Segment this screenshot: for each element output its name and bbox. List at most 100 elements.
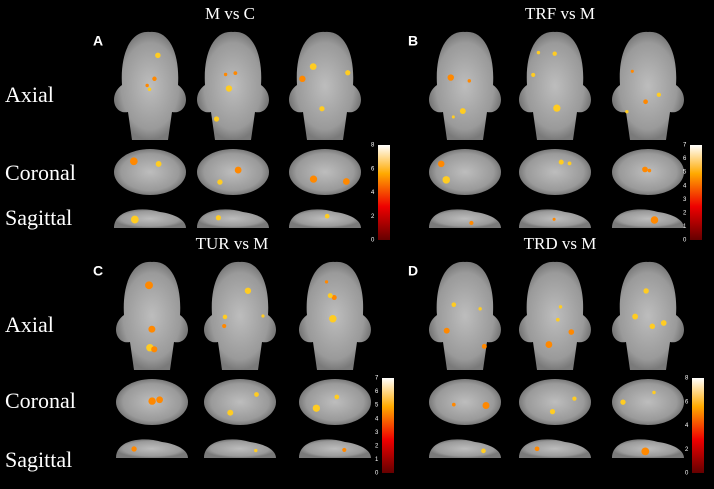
panel-title: TUR vs M <box>196 234 269 253</box>
colorbar-tick-label: 2 <box>685 447 689 453</box>
axial-slice <box>612 261 684 370</box>
activation-spot <box>151 346 158 353</box>
axial-slice <box>429 261 501 370</box>
axial-slice <box>429 31 501 141</box>
activation-spot <box>478 307 482 311</box>
activation-spot <box>481 448 486 454</box>
activation-spot <box>145 83 149 88</box>
row-label: Sagittal <box>5 205 72 230</box>
activation-spot <box>650 216 659 224</box>
coronal-slice <box>519 379 591 425</box>
coronal-slice <box>197 149 269 195</box>
activation-spot <box>558 159 564 165</box>
colorbar-tick-label: 5 <box>683 170 687 176</box>
activation-spot <box>531 72 536 77</box>
sagittal-slice <box>116 439 188 458</box>
colorbar-tick-label: 6 <box>375 389 379 395</box>
activation-spot <box>342 447 347 453</box>
colorbar <box>378 145 390 240</box>
activation-spot <box>222 314 228 320</box>
activation-spot <box>552 51 557 56</box>
sagittal-slice <box>519 439 591 458</box>
activation-spot <box>556 317 560 322</box>
coronal-slice <box>114 149 186 195</box>
colorbar-tick-label: 0 <box>683 238 687 244</box>
activation-spot <box>129 157 138 166</box>
colorbar-tick-label: 5 <box>375 403 379 409</box>
activation-spot <box>641 447 650 456</box>
coronal-slice <box>612 379 684 425</box>
colorbar-tick-label: 8 <box>685 376 689 382</box>
sagittal-slice <box>289 209 361 228</box>
activation-spot <box>451 115 455 119</box>
activation-spot <box>327 293 333 299</box>
axial-slice <box>519 31 591 141</box>
row-label: Sagittal <box>5 447 72 472</box>
colorbar-tick-label: 0 <box>371 238 375 244</box>
axial-slice <box>612 31 684 141</box>
sagittal-slice <box>612 209 684 228</box>
activation-spot <box>620 399 626 405</box>
activation-spot <box>131 446 137 452</box>
colorbar-tick-label: 7 <box>683 143 687 149</box>
activation-spot <box>223 72 228 77</box>
activation-spot <box>442 176 450 184</box>
activation-spot <box>553 104 561 112</box>
panel-label: B <box>408 33 418 49</box>
axial-slice <box>114 31 186 141</box>
colorbar-tick-label: 2 <box>375 443 379 449</box>
colorbar-tick-label: 2 <box>371 214 375 220</box>
axial-slice <box>519 261 591 370</box>
activation-spot <box>545 341 553 348</box>
activation-spot <box>568 329 575 335</box>
coronal-slice <box>612 149 684 195</box>
panel-title: TRF vs M <box>525 4 595 23</box>
colorbar-tick-label: 4 <box>685 423 689 429</box>
colorbar-tick-label: 0 <box>375 471 379 477</box>
activation-spot <box>656 92 662 97</box>
colorbar <box>690 145 702 240</box>
coronal-slice <box>289 149 361 195</box>
activation-spot <box>558 305 563 309</box>
activation-spot <box>334 394 340 400</box>
activation-spot <box>254 392 259 397</box>
activation-spot <box>309 63 317 70</box>
activation-spot <box>324 213 330 219</box>
activation-spot <box>451 302 457 307</box>
colorbar-tick-label: 8 <box>371 143 375 149</box>
colorbar-tick-label: 4 <box>371 190 375 196</box>
colorbar-tick-label: 6 <box>683 156 687 162</box>
activation-spot <box>536 50 541 55</box>
activation-spot <box>642 166 648 173</box>
panel-label: D <box>408 263 418 279</box>
activation-spot <box>299 75 306 83</box>
activation-spot <box>647 168 652 173</box>
row-label: Coronal <box>5 388 76 413</box>
activation-spot <box>213 116 220 122</box>
activation-spot <box>630 69 634 73</box>
activation-spot <box>215 215 222 221</box>
activation-spot <box>244 287 252 294</box>
activation-spot <box>254 448 258 453</box>
activation-spot <box>549 408 556 415</box>
colorbar-tick-label: 6 <box>371 166 375 172</box>
activation-spot <box>447 74 454 81</box>
activation-spot <box>319 106 325 112</box>
colorbar-tick-label: 3 <box>375 430 379 436</box>
row-label: Axial <box>5 312 54 337</box>
activation-spot <box>552 217 556 221</box>
coronal-slice <box>429 379 501 425</box>
panel-label: C <box>93 263 103 279</box>
colorbar-tick-label: 7 <box>375 376 379 382</box>
activation-spot <box>643 288 649 294</box>
coronal-slice <box>429 149 501 195</box>
coronal-slice <box>204 379 276 425</box>
sagittal-slice <box>204 439 276 458</box>
activation-spot <box>309 175 318 183</box>
row-label: Axial <box>5 82 54 107</box>
activation-spot <box>643 99 648 105</box>
activation-spot <box>147 87 152 92</box>
activation-spot <box>660 320 667 326</box>
coronal-slice <box>519 149 591 195</box>
colorbar-tick-label: 0 <box>685 471 689 477</box>
